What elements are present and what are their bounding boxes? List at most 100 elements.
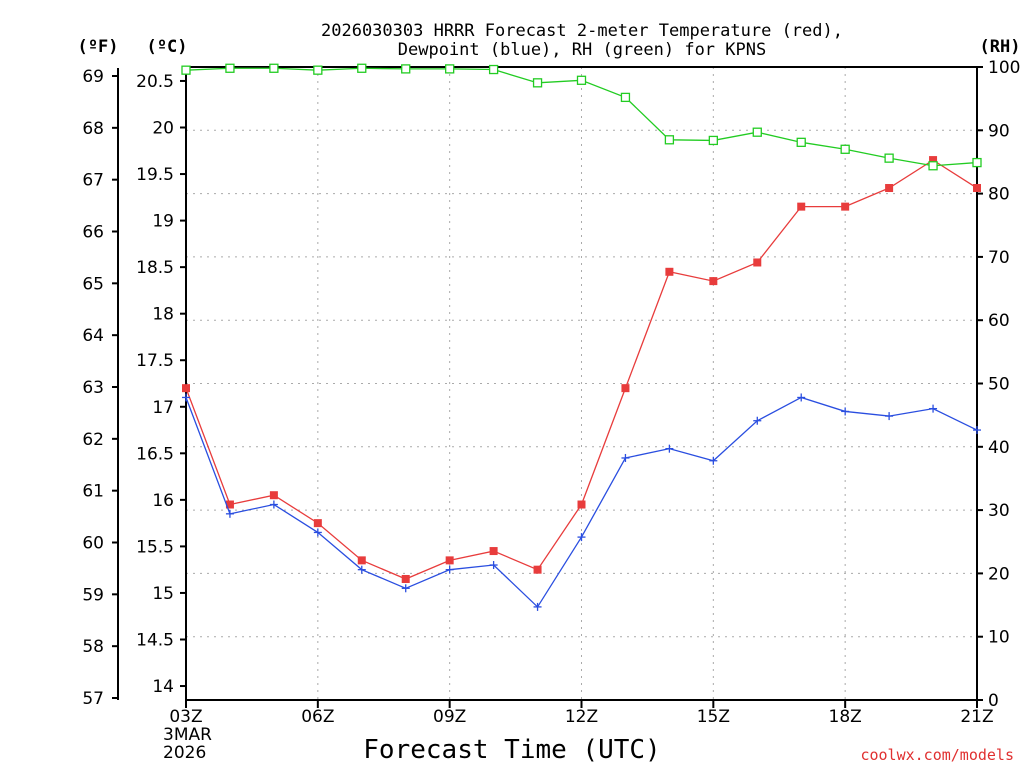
rh-point [488, 64, 499, 75]
dewpoint-point [841, 407, 850, 416]
celsius-tick-label: 17.5 [136, 351, 174, 371]
fahrenheit-tick-label: 65 [82, 274, 104, 294]
temperature-point [885, 184, 894, 193]
rh-tick-label: 30 [988, 501, 1010, 521]
temperature-point [665, 267, 674, 276]
celsius-tick-label: 17 [152, 398, 174, 418]
rh-axis-label: (RH) [980, 37, 1021, 57]
celsius-axis-label: (ºC) [147, 37, 188, 57]
fahrenheit-tick-label: 68 [82, 119, 104, 139]
rh-point [357, 63, 367, 73]
rh-point [313, 65, 323, 75]
celsius-tick-label: 14.5 [136, 630, 174, 650]
rh-tick-label: 40 [988, 438, 1010, 458]
rh-tick-label: 0 [988, 691, 999, 711]
temperature-point [841, 202, 850, 211]
temperature-point [313, 519, 322, 528]
rh-point [752, 127, 762, 137]
rh-point [928, 161, 938, 171]
dewpoint-point [885, 412, 894, 421]
dewpoint-point [577, 533, 586, 542]
temperature-point [709, 277, 718, 286]
rh-point [840, 144, 850, 154]
dewpoint-point [182, 393, 190, 402]
rh-tick-label: 20 [988, 564, 1010, 584]
celsius-tick-label: 19.5 [136, 165, 174, 185]
temperature-point [533, 565, 542, 574]
temperature-point [621, 384, 630, 393]
rh-point [401, 64, 411, 74]
celsius-tick-label: 20.5 [136, 72, 174, 92]
temperature-point [445, 556, 454, 565]
celsius-tick-label: 16.5 [136, 444, 174, 464]
celsius-tick-label: 18.5 [136, 258, 174, 278]
fahrenheit-tick-label: 61 [82, 482, 104, 502]
dewpoint-point [489, 561, 498, 570]
x-tick-label: 03Z [169, 707, 202, 727]
chart-title-line2: Dewpoint (blue), RH (green) for KPNS [398, 40, 766, 60]
rh-point [225, 63, 235, 73]
celsius-tick-label: 15 [152, 584, 174, 604]
temperature-point [929, 156, 938, 165]
x-tick-label: 09Z [433, 707, 466, 727]
fahrenheit-tick-label: 66 [82, 223, 104, 243]
dewpoint-point [401, 584, 410, 593]
rh-point [269, 63, 279, 73]
rh-tick-label: 80 [988, 185, 1010, 205]
rh-tick-label: 100 [988, 58, 1020, 78]
dewpoint-point [533, 602, 542, 611]
fahrenheit-tick-label: 62 [82, 430, 104, 450]
rh-tick-label: 10 [988, 628, 1010, 648]
dewpoint-point [797, 393, 806, 402]
temperature-point [973, 184, 981, 193]
dewpoint-point [313, 528, 322, 537]
temperature-point [182, 384, 190, 393]
grid-lines [186, 67, 977, 700]
rh-tick-label: 90 [988, 121, 1010, 141]
dewpoint-point [709, 456, 718, 465]
temperature-point [489, 547, 498, 556]
rh-point [576, 75, 587, 85]
temperature-point [797, 202, 806, 211]
celsius-tick-label: 14 [152, 677, 174, 697]
fahrenheit-axis-label: (ºF) [78, 37, 119, 57]
dewpoint-point [445, 565, 454, 574]
dewpoint-point [269, 500, 278, 509]
x-tick-label: 12Z [565, 707, 598, 727]
temperature-point [753, 258, 762, 267]
x-tick-label: 06Z [301, 707, 334, 727]
fahrenheit-tick-label: 58 [82, 637, 104, 657]
rh-tick-label: 60 [988, 311, 1010, 331]
fahrenheit-tick-label: 69 [82, 67, 104, 87]
rh-point [664, 135, 675, 145]
rh-point [884, 153, 894, 163]
dewpoint-point [753, 416, 762, 425]
fahrenheit-tick-label: 63 [82, 378, 104, 398]
credit-text: coolwx.com/models [860, 746, 1014, 764]
rh-point [972, 157, 982, 168]
rh-point [445, 64, 455, 74]
axes: 57 58 59 60 61 62 63 64 65 66 67 68 69 14 14.5 15 15.5 16… [82, 58, 1020, 727]
temperature-point [401, 574, 410, 583]
date-line1: 3MAR [163, 725, 212, 745]
temperature-point [225, 500, 234, 509]
rh-point [181, 65, 191, 75]
rh-point [620, 92, 631, 103]
celsius-tick-label: 19 [152, 212, 174, 232]
celsius-tick-label: 18 [152, 305, 174, 325]
dewpoint-point [357, 565, 366, 574]
x-tick-label: 15Z [697, 707, 730, 727]
fahrenheit-tick-label: 60 [82, 534, 104, 554]
fahrenheit-tick-label: 57 [82, 689, 104, 709]
dewpoint-point [973, 426, 981, 435]
rh-tick-label: 50 [988, 375, 1010, 395]
chart-title-line1: 2026030303 HRRR Forecast 2-meter Tempera… [321, 21, 843, 41]
fahrenheit-tick-label: 64 [82, 326, 104, 346]
temperature-point [269, 491, 278, 500]
dewpoint-point [929, 404, 938, 413]
temperature-point [357, 556, 366, 565]
celsius-tick-label: 16 [152, 491, 174, 511]
fahrenheit-tick-label: 59 [82, 585, 104, 605]
celsius-tick-label: 20 [152, 119, 174, 139]
